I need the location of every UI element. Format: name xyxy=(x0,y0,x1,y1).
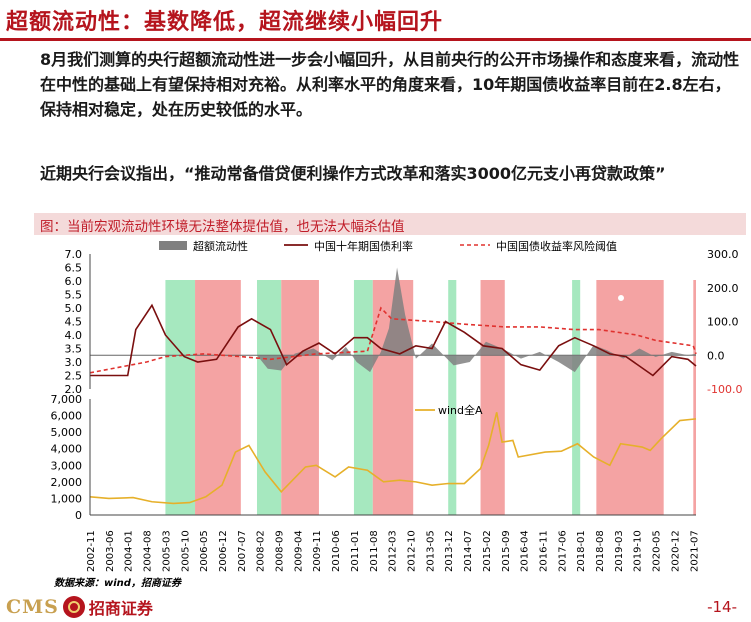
right-tick-label: 100.0 xyxy=(707,316,739,329)
x-tick-label: 2010-06 xyxy=(331,530,342,572)
legend-label-excess-liquidity: 超额流动性 xyxy=(193,239,248,253)
x-tick-label: 2017-06 xyxy=(557,530,568,572)
red-period-band-0 xyxy=(195,280,241,515)
x-tick-label: 2008-09 xyxy=(275,530,286,572)
x-tick-label: 2008-02 xyxy=(256,530,267,572)
green-period-band-0 xyxy=(165,280,196,515)
slide-title: 超额流动性：基数降低，超流继续小幅回升 xyxy=(6,10,444,35)
x-tick-label: 2013-05 xyxy=(425,530,436,572)
top-left-tick-label: 2.5 xyxy=(65,370,83,383)
paragraph-1: 8月我们测算的央行超额流动性进一步会小幅回升，从目前央行的公开市场操作和态度来看… xyxy=(40,50,740,119)
top-left-tick-label: 5.5 xyxy=(65,289,83,302)
red-period-band-4 xyxy=(596,280,664,515)
x-tick-label: 2019-03 xyxy=(614,530,625,572)
x-tick-label: 2020-05 xyxy=(652,530,663,572)
figure-caption: 图：当前宏观流动性环境无法整体提估值，也无法大幅杀估值 xyxy=(40,219,405,235)
x-tick-label: 2006-12 xyxy=(218,530,229,572)
data-source: 数据来源：wind，招商证券 xyxy=(54,578,181,589)
right-tick-label: -100.0 xyxy=(707,383,742,396)
top-left-tick-label: 3.0 xyxy=(65,356,83,369)
x-tick-label: 2009-11 xyxy=(312,530,323,572)
x-tick-label: 2004-08 xyxy=(143,530,154,572)
green-period-band-4 xyxy=(572,280,581,515)
x-tick-label: 2009-04 xyxy=(293,530,304,572)
bond-yield-line xyxy=(90,303,697,377)
x-tick-label: 2005-03 xyxy=(161,530,172,572)
top-left-tick-label: 2.0 xyxy=(65,383,83,396)
logo-company-name: 招商证券 xyxy=(88,599,153,618)
x-tick-label: 2019-10 xyxy=(633,530,644,572)
bottom-left-tick-label: 3,000 xyxy=(51,459,83,472)
legend-label-risk-threshold: 中国国债收益率风险阈值 xyxy=(496,239,617,253)
x-tick-label: 2006-05 xyxy=(199,530,210,572)
x-tick-label: 2016-04 xyxy=(520,530,531,572)
x-tick-label: 2012-03 xyxy=(388,530,399,572)
red-period-band-5 xyxy=(693,280,696,515)
bottom-left-tick-label: 2,000 xyxy=(51,476,83,489)
x-tick-label: 2011-01 xyxy=(350,530,361,572)
right-tick-label: 0.0 xyxy=(707,349,725,362)
legend-swatch-excess-liquidity xyxy=(159,241,187,250)
x-tick-label: 2018-08 xyxy=(595,530,606,572)
bottom-left-tick-label: 0 xyxy=(75,509,82,522)
top-left-tick-label: 6.0 xyxy=(65,275,83,288)
x-tick-label: 2018-01 xyxy=(576,530,587,572)
x-tick-label: 2015-09 xyxy=(501,530,512,572)
bottom-left-tick-label: 1,000 xyxy=(51,492,83,505)
top-left-tick-label: 3.5 xyxy=(65,343,83,356)
logo-text: CMS xyxy=(6,596,59,618)
marker-dot xyxy=(618,295,624,301)
wind-a-line xyxy=(89,412,697,505)
title-rule xyxy=(0,38,751,41)
legend-label-wind-a: wind全A xyxy=(438,403,483,417)
green-period-band-2 xyxy=(353,280,373,515)
bottom-left-tick-label: 7,000 xyxy=(51,393,83,406)
top-left-tick-label: 7.0 xyxy=(65,248,83,261)
x-tick-label: 2012-10 xyxy=(407,530,418,572)
figure-caption-bar xyxy=(34,213,746,235)
x-tick-label: 2007-07 xyxy=(237,530,248,572)
x-tick-label: 2020-12 xyxy=(670,530,681,572)
x-tick-label: 2002-11 xyxy=(86,530,97,572)
top-left-tick-label: 4.0 xyxy=(65,329,83,342)
x-tick-label: 2004-01 xyxy=(124,530,135,572)
x-tick-label: 2021-07 xyxy=(689,530,700,572)
right-tick-label: 300.0 xyxy=(707,248,739,261)
top-left-tick-label: 4.5 xyxy=(65,316,83,329)
green-period-band-3 xyxy=(448,280,457,515)
bottom-left-tick-label: 5,000 xyxy=(51,426,83,439)
top-left-tick-label: 6.5 xyxy=(65,262,83,275)
bottom-left-tick-label: 6,000 xyxy=(51,410,83,423)
bottom-left-tick-label: 4,000 xyxy=(51,443,83,456)
x-tick-label: 2015-02 xyxy=(482,530,493,572)
x-tick-label: 2005-10 xyxy=(180,530,191,572)
page-number: -14- xyxy=(707,598,737,616)
x-tick-label: 2013-12 xyxy=(444,530,455,572)
paragraph-2: 近期央行会议指出，“推动常备借贷便利操作方式改革和落实3000亿元支小再贷款政策… xyxy=(40,164,666,183)
x-tick-label: 2014-07 xyxy=(463,530,474,572)
x-tick-label: 2003-06 xyxy=(105,530,116,572)
company-logo: CMS 招商证券 xyxy=(6,594,153,620)
legend-label-bond-yield: 中国十年期国债利率 xyxy=(314,239,413,253)
top-left-tick-label: 5.0 xyxy=(65,302,83,315)
logo-badge-icon xyxy=(62,596,85,618)
red-period-band-3 xyxy=(480,280,505,515)
green-period-band-1 xyxy=(256,280,282,515)
right-tick-label: 200.0 xyxy=(707,282,739,295)
risk-threshold-line xyxy=(89,306,697,374)
x-tick-label: 2011-08 xyxy=(369,530,380,572)
red-period-band-1 xyxy=(281,280,319,515)
x-tick-label: 2016-11 xyxy=(538,530,549,572)
